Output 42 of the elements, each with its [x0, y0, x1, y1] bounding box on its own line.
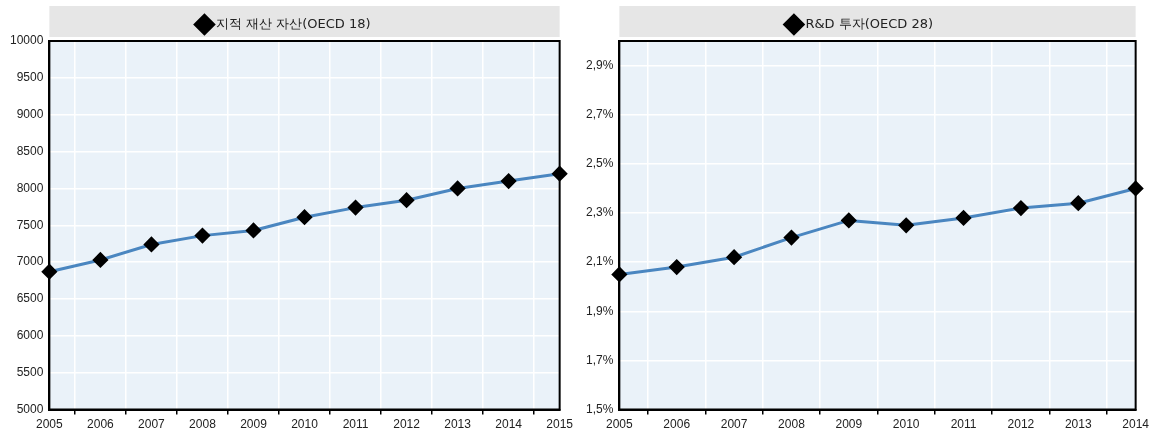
- y-tick-label: 2,7%: [585, 107, 614, 122]
- x-tick-label: 2006: [87, 417, 115, 432]
- x-tick-label: 2014: [495, 417, 523, 432]
- x-tick-label: 2008: [778, 417, 806, 432]
- y-tick-label: 6000: [16, 328, 44, 343]
- x-tick-label: 2007: [138, 417, 166, 432]
- x-tick-label: 2012: [1007, 417, 1035, 432]
- y-tick-label: 2,1%: [585, 254, 614, 269]
- y-tick-label: 2,9%: [585, 57, 614, 72]
- y-tick-label: 10000: [9, 33, 44, 48]
- y-tick-label: 2,5%: [585, 156, 614, 171]
- y-tick-label: 2,3%: [585, 205, 614, 220]
- y-tick-label: 7500: [16, 217, 44, 232]
- x-tick-label: 2011: [950, 417, 977, 432]
- y-tick-label: 8000: [16, 180, 44, 195]
- legend-label: 지적 재산 자산(OECD 18): [215, 15, 371, 31]
- x-tick-label: 2010: [291, 417, 319, 432]
- x-tick-label: 2009: [835, 417, 863, 432]
- x-tick-label: 2010: [892, 417, 920, 432]
- x-tick-label: 2012: [393, 417, 421, 432]
- x-tick-label: 2011: [342, 417, 369, 432]
- y-tick-label: 1,9%: [585, 303, 614, 318]
- y-tick-label: 5000: [16, 401, 44, 416]
- x-tick-label: 2006: [663, 417, 691, 432]
- x-tick-label: 2005: [36, 417, 64, 432]
- legend-label: R&D 투자(OECD 28): [805, 15, 934, 31]
- x-tick-label: 2009: [240, 417, 268, 432]
- x-tick-label: 2005: [606, 417, 634, 432]
- y-tick-label: 7000: [16, 254, 44, 269]
- y-tick-label: 8500: [16, 143, 44, 158]
- y-tick-label: 1,5%: [585, 401, 614, 416]
- x-tick-label: 2013: [444, 417, 472, 432]
- y-tick-label: 6500: [16, 291, 44, 306]
- y-tick-label: 1,7%: [585, 352, 614, 367]
- x-tick-label: 2007: [720, 417, 748, 432]
- x-tick-label: 2013: [1064, 417, 1092, 432]
- x-tick-label: 2008: [189, 417, 217, 432]
- x-tick-label: 2014: [1122, 417, 1150, 432]
- y-tick-label: 9000: [16, 107, 44, 122]
- x-tick-label: 2015: [546, 417, 574, 432]
- y-tick-label: 5500: [16, 365, 44, 380]
- y-tick-label: 9500: [16, 70, 44, 85]
